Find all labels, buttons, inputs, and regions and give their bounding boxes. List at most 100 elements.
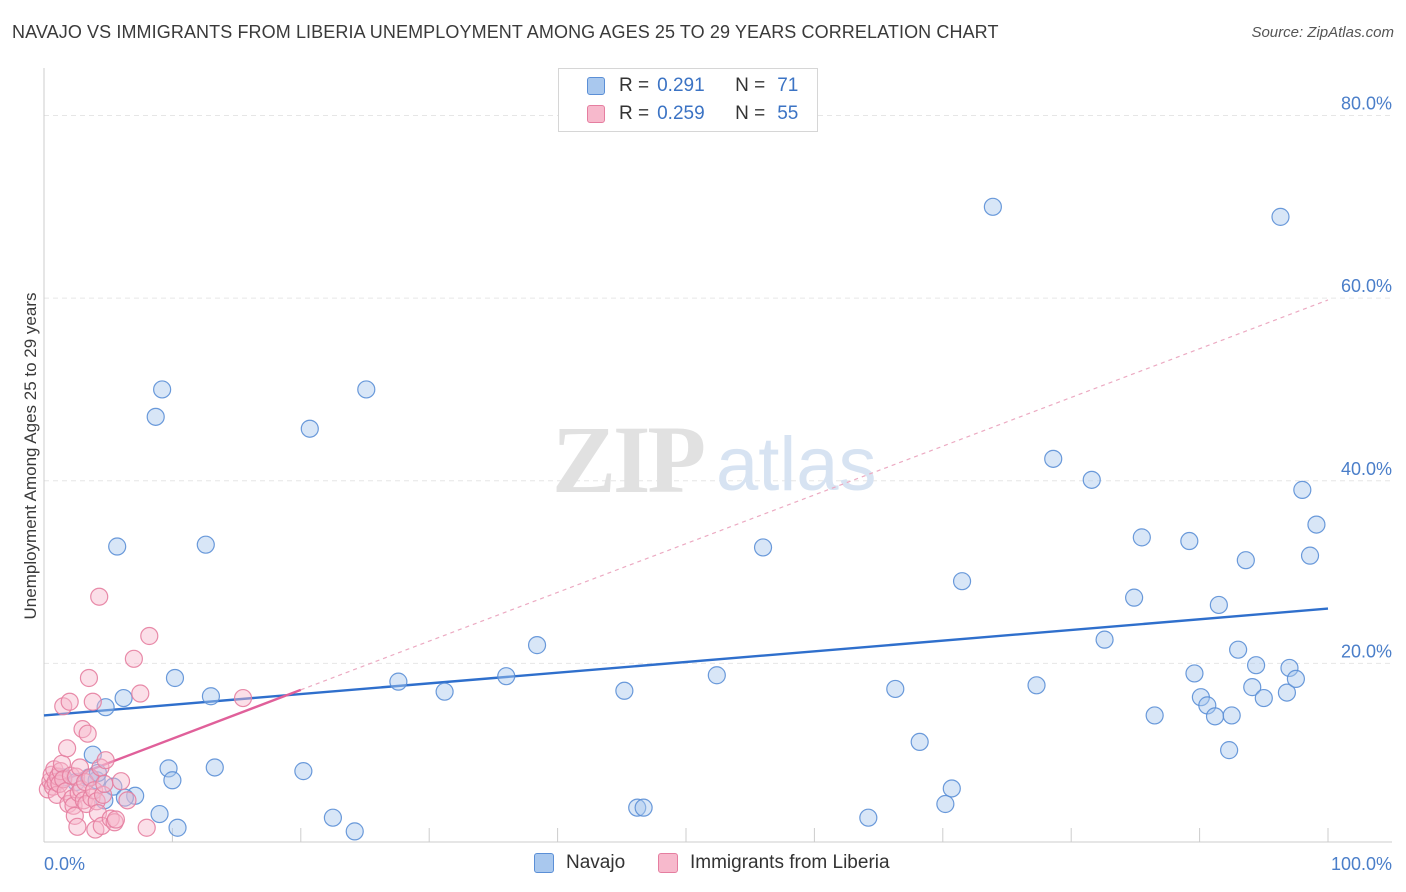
navajo-point	[1209, 595, 1228, 615]
navajo-point	[1243, 678, 1262, 697]
navajo-point	[389, 672, 408, 691]
liberia-point	[84, 781, 104, 800]
navajo-point	[1180, 531, 1199, 551]
legend-r-label: R =	[619, 103, 650, 124]
liberia-trend-extension	[300, 299, 1329, 691]
navajo-point	[1280, 658, 1299, 678]
liberia-point	[90, 587, 109, 606]
x-tick-label: 100.0%	[1331, 854, 1392, 874]
source-label: Source: ZipAtlas.com	[1251, 24, 1394, 41]
liberia-point	[118, 791, 137, 810]
navajo-point	[108, 537, 127, 556]
navajo-point	[859, 808, 878, 827]
navajo-point	[1205, 707, 1225, 726]
navajo-point	[168, 818, 187, 837]
navajo-point	[1236, 551, 1255, 570]
navajo-point	[983, 197, 1002, 216]
series-legend-navajo[interactable]: Navajo	[534, 852, 625, 874]
navajo-point	[345, 822, 364, 841]
liberia-point	[60, 692, 79, 711]
series-legend-label: Navajo	[566, 852, 626, 873]
navajo-point	[1222, 706, 1241, 725]
navajo-point	[323, 808, 342, 827]
navajo-point	[163, 771, 182, 790]
navajo-points	[54, 197, 1326, 841]
navajo-point	[527, 636, 547, 655]
liberia-point	[124, 649, 143, 668]
navajo-point	[1027, 676, 1046, 695]
navajo-point	[435, 682, 454, 701]
legend-n-value: 55	[777, 103, 799, 124]
navajo-point	[357, 380, 376, 399]
y-tick-label: 20.0%	[1341, 641, 1392, 661]
series-swatch-liberia	[658, 853, 678, 873]
navajo-point	[153, 380, 172, 399]
axes	[43, 68, 1392, 843]
liberia-point	[111, 772, 131, 791]
liberia-points	[38, 587, 253, 839]
legend-swatch-liberia	[587, 105, 605, 123]
chart-title: NAVAJO VS IMMIGRANTS FROM LIBERIA UNEMPL…	[12, 22, 999, 42]
navajo-point	[1271, 207, 1290, 226]
legend-n-value: 71	[777, 75, 799, 96]
x-tick-label: 0.0%	[44, 854, 85, 874]
navajo-point	[201, 687, 221, 706]
watermark-atlas: atlas	[716, 422, 877, 507]
y-tick-label: 40.0%	[1341, 459, 1392, 479]
watermark: ZIP atlas	[552, 406, 877, 513]
navajo-point	[165, 668, 185, 688]
legend-n-label: N =	[735, 75, 766, 96]
navajo-point	[1254, 688, 1273, 708]
navajo-point	[753, 538, 773, 557]
navajo-point	[497, 667, 516, 686]
legend-r-value: 0.259	[657, 103, 705, 124]
grid-lines	[44, 115, 1392, 664]
legend-row-navajo: R = 0.291 N = 71	[587, 73, 798, 99]
watermark-zip: ZIP	[552, 406, 703, 513]
navajo-point	[910, 732, 929, 752]
liberia-point	[68, 817, 87, 836]
liberia-point	[140, 626, 159, 646]
navajo-point	[707, 666, 726, 685]
legend-r-value: 0.291	[657, 75, 705, 96]
navajo-point	[936, 794, 955, 814]
y-tick-label: 60.0%	[1341, 276, 1392, 296]
navajo-point	[150, 804, 169, 824]
navajo-point	[114, 688, 133, 708]
navajo-point	[1125, 588, 1144, 607]
y-axis-label: Unemployment Among Ages 25 to 29 years	[21, 293, 40, 620]
navajo-point	[952, 572, 972, 591]
navajo-point	[1229, 640, 1248, 659]
navajo-point	[300, 419, 319, 438]
navajo-point	[942, 779, 961, 798]
series-legend: Navajo Immigrants from Liberia	[0, 852, 1406, 878]
series-legend-label: Immigrants from Liberia	[690, 852, 890, 873]
series-legend-liberia[interactable]: Immigrants from Liberia	[658, 852, 890, 874]
navajo-trend-line	[43, 607, 1329, 717]
liberia-point	[95, 774, 114, 794]
navajo-point	[159, 759, 178, 778]
navajo-point	[196, 535, 215, 554]
liberia-point	[78, 724, 97, 743]
liberia-point	[131, 684, 150, 703]
liberia-point	[83, 692, 102, 711]
series-swatch-navajo	[534, 853, 554, 873]
liberia-trend-line	[43, 688, 302, 789]
navajo-point	[205, 758, 224, 777]
liberia-point	[65, 806, 84, 825]
navajo-point	[146, 407, 165, 426]
liberia-point	[106, 810, 126, 829]
legend-row-liberia: R = 0.259 N = 55	[587, 101, 798, 127]
navajo-point	[1300, 546, 1320, 565]
stats-legend: R = 0.291 N = 71 R = 0.259 N = 55	[558, 68, 818, 132]
navajo-point	[1132, 528, 1151, 547]
navajo-point	[1145, 706, 1164, 725]
x-ticks	[171, 828, 1329, 842]
liberia-point	[79, 668, 99, 688]
navajo-point	[1307, 515, 1326, 534]
liberia-point	[233, 688, 253, 708]
navajo-point	[1185, 664, 1204, 683]
navajo-point	[1044, 449, 1063, 468]
liberia-point	[137, 818, 156, 837]
